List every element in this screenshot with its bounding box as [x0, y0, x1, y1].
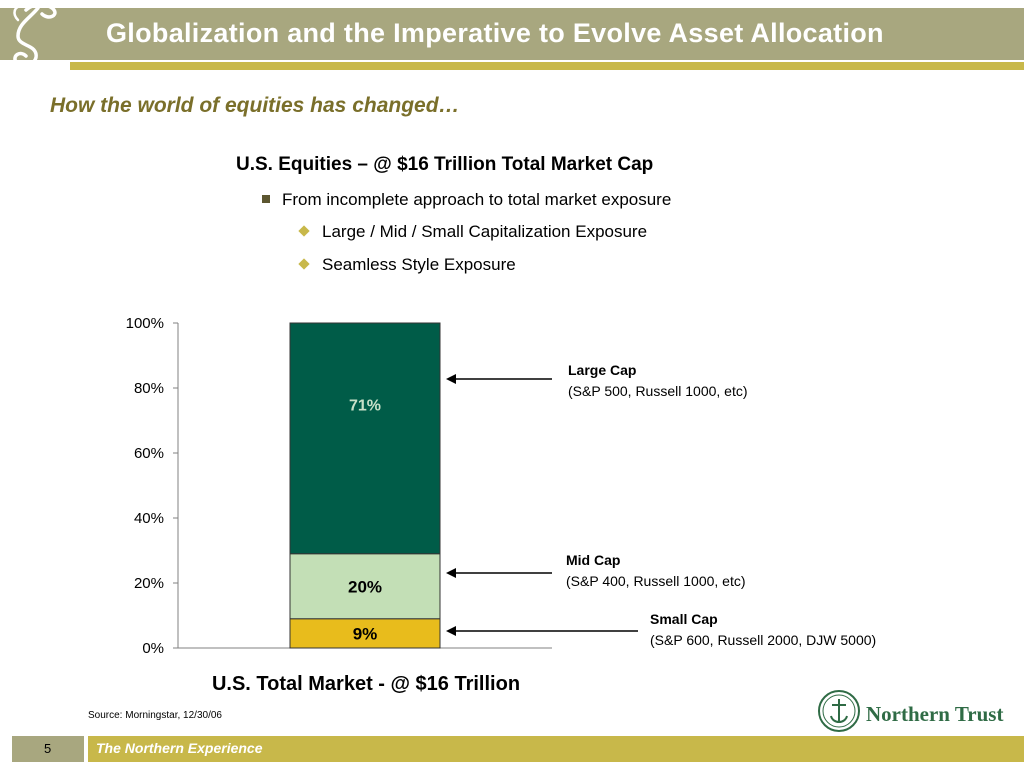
diamond-bullet-icon — [298, 224, 310, 237]
arrowhead-icon — [446, 626, 456, 636]
header-accent-line — [70, 62, 1024, 70]
y-tick-label: 0% — [142, 640, 164, 657]
y-tick-label: 100% — [126, 315, 164, 332]
northern-trust-seal-icon — [818, 690, 860, 732]
annotation-detail: (S&P 500, Russell 1000, etc) — [568, 383, 748, 399]
bar-segment-small-cap — [289, 618, 441, 649]
sub-bullet-item: Large / Mid / Small Capitalization Expos… — [298, 222, 648, 242]
header: Globalization and the Imperative to Evol… — [0, 0, 1024, 72]
data-label: 71% — [349, 398, 381, 415]
bar-segment-large-cap — [289, 322, 441, 555]
content-heading: U.S. Equities – @ $16 Trillion Total Mar… — [236, 154, 654, 175]
page-number: 5 — [44, 741, 52, 756]
bullet-item: From incomplete approach to total market… — [262, 190, 671, 210]
stacked-bar-chart: 0% 20% 40% 60% 80% 100% 9% 20% 71% U.S. Total Mar… — [126, 315, 877, 695]
slide-subtitle: How the world of equities has changed… — [50, 94, 460, 117]
footer-page-box — [12, 736, 84, 762]
y-tick-label: 40% — [134, 510, 164, 527]
y-tick-label: 80% — [134, 380, 164, 397]
annotation-title: Mid Cap — [566, 552, 620, 568]
header-bar — [0, 8, 1024, 60]
slide-title: Globalization and the Imperative to Evol… — [106, 18, 884, 48]
annotation-detail: (S&P 400, Russell 1000, etc) — [566, 573, 746, 589]
footer-bar — [88, 736, 1024, 762]
footer: 5 The Northern Experience — [0, 736, 1024, 762]
script-s-logo-icon — [13, 3, 57, 68]
arrowhead-icon — [446, 374, 456, 384]
arrowhead-icon — [446, 568, 456, 578]
bullet-text: From incomplete approach to total market… — [282, 190, 672, 209]
diamond-bullet-icon — [298, 257, 310, 270]
source-note: Source: Morningstar, 12/30/06 — [88, 710, 222, 721]
sub-bullet-text: Large / Mid / Small Capitalization Expos… — [322, 222, 648, 241]
northern-trust-wordmark: Northern Trust — [866, 702, 1004, 726]
y-tick-label: 60% — [134, 445, 164, 462]
data-label: 20% — [348, 577, 382, 596]
footer-tagline: The Northern Experience — [96, 740, 263, 756]
x-category-label: U.S. Total Market - @ $16 Trillion — [212, 673, 520, 695]
annotation-detail: (S&P 600, Russell 2000, DJW 5000) — [650, 632, 876, 648]
sub-bullet-item: Seamless Style Exposure — [298, 255, 516, 275]
data-label: 9% — [353, 624, 378, 643]
square-bullet-icon — [262, 194, 270, 203]
y-tick-label: 20% — [134, 575, 164, 592]
annotation-title: Large Cap — [568, 362, 636, 378]
bar-segment-mid-cap — [289, 553, 441, 620]
annotation-title: Small Cap — [650, 611, 718, 627]
sub-bullet-text: Seamless Style Exposure — [322, 255, 516, 274]
